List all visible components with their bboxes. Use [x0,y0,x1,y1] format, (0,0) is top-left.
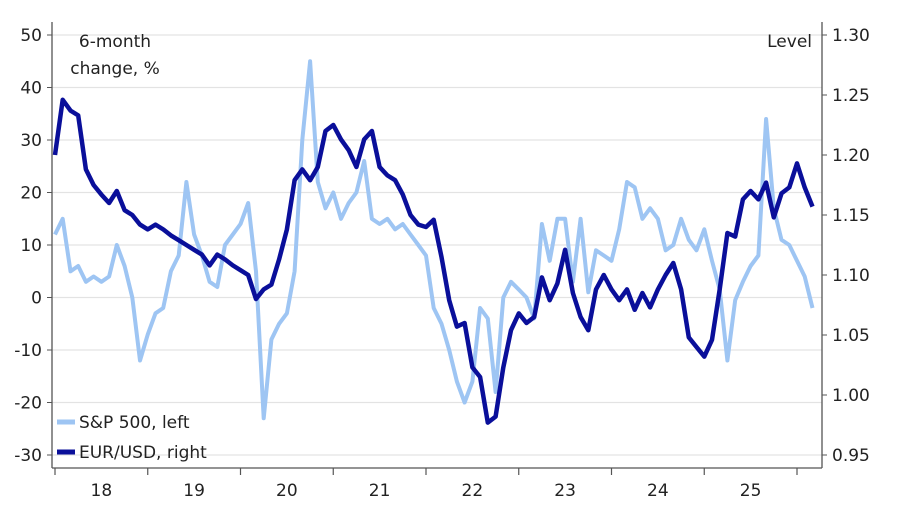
left-axis-ticks: -30 -20 -10 0 10 20 30 40 50 [14,26,52,466]
right-tick-label: 1.30 [832,26,870,46]
x-tick-label: 18 [91,481,113,501]
x-tick-label: 19 [183,481,205,501]
left-tick-label: 40 [20,79,42,99]
right-tick-label: 0.95 [832,446,870,466]
left-tick-label: -20 [14,394,42,414]
legend: S&P 500, left EUR/USD, right [57,413,207,463]
left-axis-label-line2: change, % [70,59,160,79]
left-tick-label: -10 [14,341,42,361]
x-tick-label: 21 [369,481,391,501]
left-tick-label: 50 [20,26,42,46]
right-tick-label: 1.00 [832,386,870,406]
right-tick-label: 1.15 [832,206,870,226]
right-tick-label: 1.25 [832,86,870,106]
series-lines [52,59,815,425]
x-tick-label: 24 [647,481,669,501]
right-axis-label: Level [767,32,812,52]
left-tick-label: 20 [20,184,42,204]
eurusd-line [52,97,815,425]
right-tick-label: 1.10 [832,266,870,286]
left-tick-label: -30 [14,446,42,466]
left-tick-label: 0 [31,289,42,309]
right-tick-label: 1.20 [832,146,870,166]
right-tick-label: 1.05 [832,326,870,346]
left-tick-label: 30 [20,131,42,151]
legend-label-sp500: S&P 500, left [79,413,190,433]
right-axis-ticks: 0.95 1.00 1.05 1.10 1.15 1.20 1.25 1.30 [822,26,870,466]
x-tick-label: 23 [554,481,576,501]
sp500-line [53,59,815,421]
left-tick-label: 10 [20,236,42,256]
x-tick-label: 22 [462,481,484,501]
legend-label-eurusd: EUR/USD, right [79,443,207,463]
x-axis-ticks: 18 19 20 21 22 23 24 25 [54,468,798,501]
x-tick-label: 20 [276,481,298,501]
left-axis-label-line1: 6-month [79,32,151,52]
x-tick-label: 25 [740,481,762,501]
